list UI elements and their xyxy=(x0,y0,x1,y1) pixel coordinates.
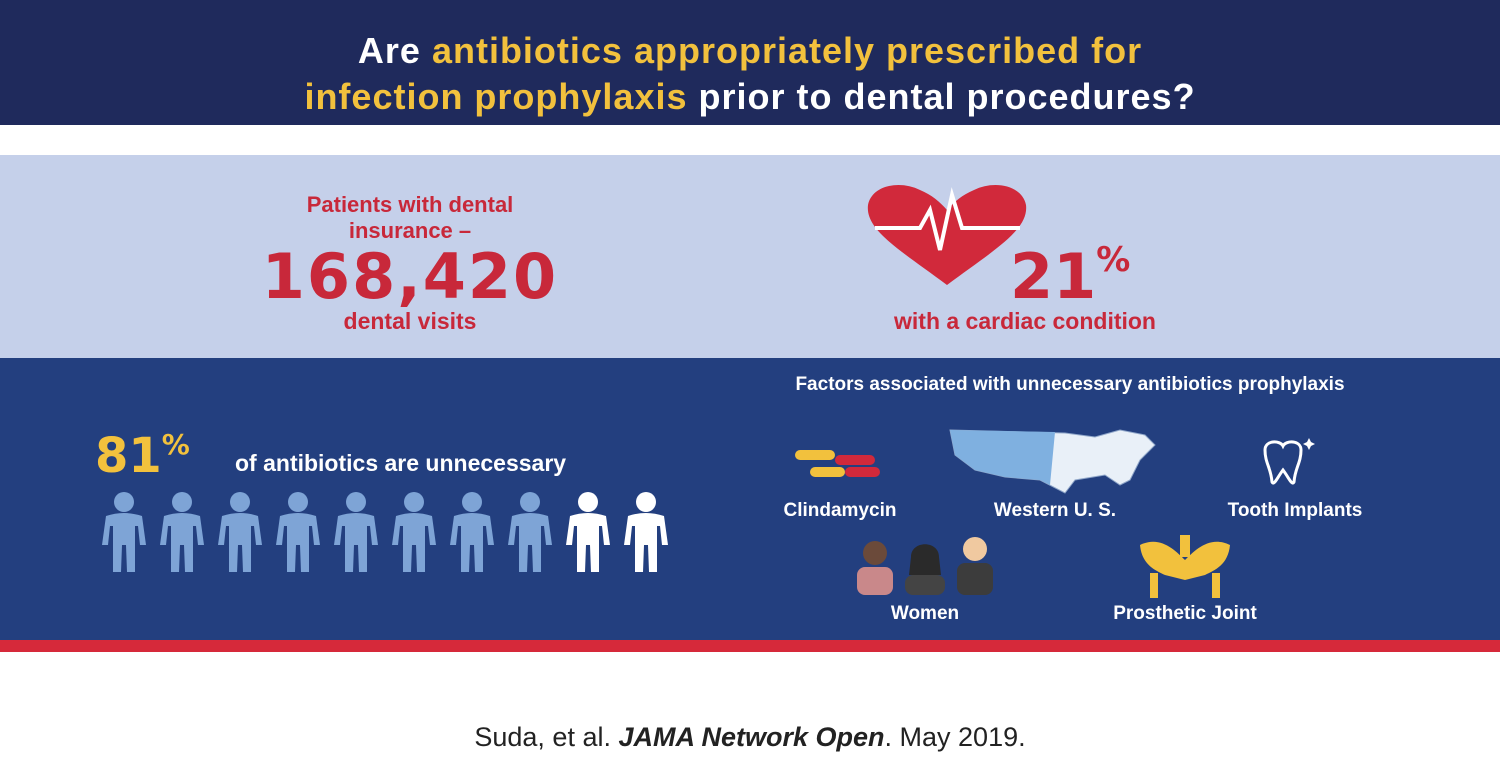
unnecessary-value: 81 xyxy=(95,428,162,484)
visits-label: Patients with dental insurance – xyxy=(306,192,514,243)
title-part: prior to dental procedures? xyxy=(687,76,1196,117)
title: Are antibiotics appropriately prescribed… xyxy=(100,28,1400,120)
red-rule xyxy=(0,640,1500,652)
cardiac-percent: % xyxy=(1096,240,1131,280)
citation-date: . May 2019. xyxy=(884,722,1026,752)
unnecessary-percent: % xyxy=(161,428,190,461)
citation-journal: JAMA Network Open xyxy=(618,722,885,752)
cardiac-value: 21 xyxy=(1010,240,1097,313)
title-highlight: antibiotics appropriately prescribed for xyxy=(431,30,1143,71)
factor-label: Tooth Implants xyxy=(1227,500,1363,521)
person-icon xyxy=(160,492,204,572)
cardiac-label: with a cardiac condition xyxy=(894,308,1156,334)
factors-title: Factors associated with unnecessary anti… xyxy=(795,374,1345,395)
tooth-icon xyxy=(1263,438,1315,485)
factor-label: Prosthetic Joint xyxy=(1113,603,1257,624)
citation-authors: Suda, et al. xyxy=(474,722,619,752)
person-icon xyxy=(566,492,610,572)
person-icon xyxy=(334,492,378,572)
person-icon xyxy=(624,492,668,572)
unnecessary-label: of antibiotics are unnecessary xyxy=(235,450,567,476)
person-icon xyxy=(276,492,320,572)
title-highlight: infection prophylaxis xyxy=(304,76,688,117)
person-icon xyxy=(102,492,146,572)
us-map-icon xyxy=(949,429,1156,494)
women-icon xyxy=(857,537,993,595)
person-icon xyxy=(392,492,436,572)
cardiac-number: 21% xyxy=(1010,240,1130,313)
person-icon xyxy=(218,492,262,572)
factor-label: Women xyxy=(890,603,960,624)
citation: Suda, et al. JAMA Network Open. May 2019… xyxy=(0,722,1500,753)
unnecessary-number: 81% xyxy=(95,428,190,484)
heart-icon xyxy=(867,185,1027,285)
pelvis-icon xyxy=(1140,535,1230,598)
visits-number: 168,420 xyxy=(261,240,559,313)
person-icon xyxy=(450,492,494,572)
factors-band xyxy=(0,358,1500,640)
person-icon xyxy=(508,492,552,572)
factor-label: Western U. S. xyxy=(993,500,1117,521)
title-part: Are xyxy=(357,30,432,71)
factor-label: Clindamycin xyxy=(783,500,897,521)
stats-band xyxy=(0,155,1500,358)
header-band xyxy=(0,0,1500,125)
visits-unit: dental visits xyxy=(343,308,477,334)
pills-icon xyxy=(795,450,880,477)
people-icons xyxy=(102,492,668,572)
